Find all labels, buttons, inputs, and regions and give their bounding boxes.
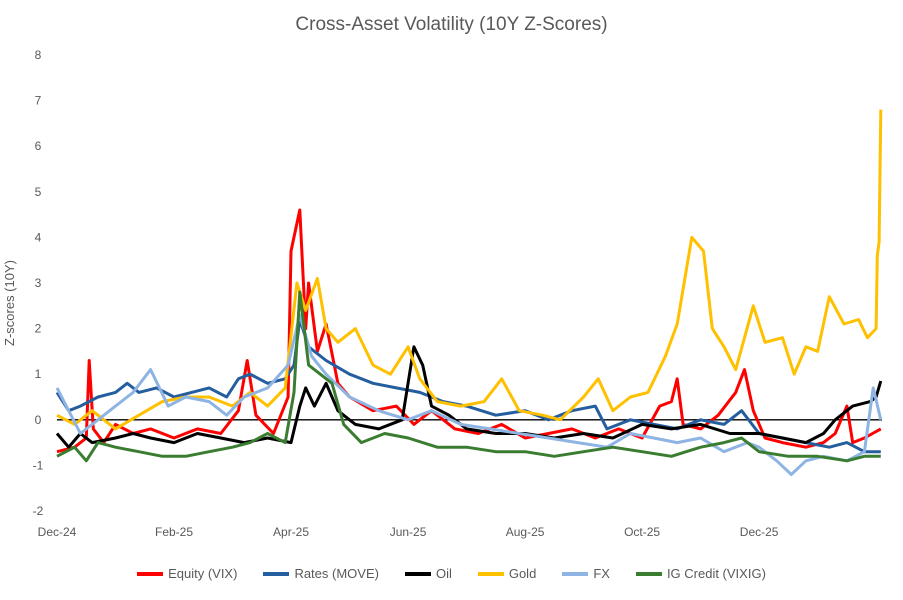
legend-label: Equity (VIX) [168,566,238,581]
y-axis-label: Z-scores (10Y) [2,260,17,346]
legend-swatch [477,571,504,576]
series-line-ig-credit-vixig [56,290,881,463]
chart-title: Cross-Asset Volatility (10Y Z-Scores) [295,14,608,35]
legend-item: Gold [477,566,537,581]
legend-label: Oil [435,566,452,581]
y-tick-label: -1 [33,458,44,472]
y-tick-label: 1 [35,367,42,381]
legend-item: IG Credit (VIXIG) [635,566,766,581]
legend-label: FX [593,566,610,581]
legend-label: IG Credit (VIXIG) [666,566,766,581]
y-tick-label: 6 [35,139,42,153]
y-tick-label: 5 [35,185,42,199]
legend-swatch [404,571,431,576]
y-tick-label: -2 [33,504,44,518]
series-line-equity-vix [56,208,882,454]
y-tick-label: 3 [35,276,42,290]
legend-item: Oil [404,566,452,581]
series-line-oil [55,345,883,449]
x-tick-label: Aug-25 [506,525,545,539]
legend-swatch [562,571,589,576]
y-tick-label: 0 [35,413,42,427]
legend-swatch [635,571,662,576]
y-tick-label: 4 [35,230,42,244]
x-tick-label: Jun-25 [390,525,427,539]
x-tick-label: Dec-25 [740,525,779,539]
series-line-fx [55,313,883,476]
legend-label: Rates (MOVE) [294,566,379,581]
legend-item: Rates (MOVE) [263,566,379,581]
legend-swatch [263,571,290,576]
line-chart: -2 -1 0 1 2 3 4 5 6 7 8 Dec-24 Feb-25 Apr-25 Jun-25 Aug… [2,48,883,539]
legend-item: Equity (VIX) [137,566,237,581]
legend-swatch [137,571,164,576]
y-tick-label: 2 [35,322,42,336]
x-tick-label: Oct-25 [624,525,660,539]
legend: Equity (VIX) Rates (MOVE) Oil Gold FX IG Cred… [0,566,903,581]
x-tick-label: Feb-25 [155,525,193,539]
legend-label: Gold [508,566,537,581]
x-tick-label: Apr-25 [273,525,309,539]
series-line-gold [56,109,883,431]
legend-item: FX [562,566,610,581]
y-tick-label: 8 [35,48,42,62]
y-tick-label: 7 [35,94,42,108]
x-tick-label: Dec-24 [38,525,77,539]
